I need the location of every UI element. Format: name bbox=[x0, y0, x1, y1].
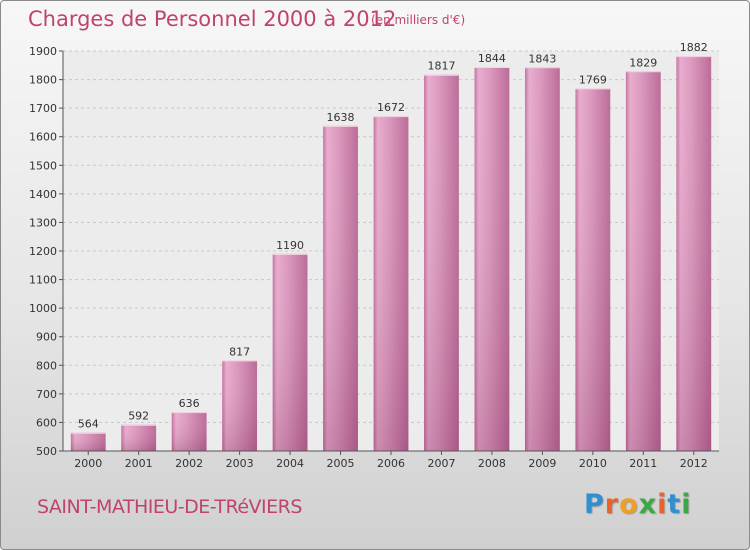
bar-shade bbox=[272, 253, 308, 451]
bar-value-label: 1190 bbox=[276, 239, 304, 252]
bar-value-label: 564 bbox=[78, 418, 99, 431]
logo-letter: P bbox=[584, 489, 605, 520]
x-tick-label: 2009 bbox=[528, 457, 556, 470]
bar-shade bbox=[575, 88, 611, 451]
y-tick-label: 900 bbox=[36, 331, 57, 344]
bar-shade bbox=[424, 74, 459, 451]
y-tick-label: 1900 bbox=[29, 45, 57, 58]
x-tick-label: 2004 bbox=[276, 457, 304, 470]
logo-letter: x bbox=[638, 489, 658, 520]
x-tick-label: 2000 bbox=[74, 457, 102, 470]
y-tick-label: 1600 bbox=[29, 131, 57, 144]
x-tick-label: 2007 bbox=[427, 457, 455, 470]
bar-shade bbox=[171, 412, 207, 451]
y-tick-label: 1400 bbox=[29, 188, 57, 201]
y-tick-label: 1500 bbox=[29, 159, 57, 172]
x-tick-label: 2008 bbox=[478, 457, 506, 470]
bar-value-label: 1672 bbox=[377, 101, 405, 114]
x-tick-label: 2002 bbox=[175, 457, 203, 470]
y-tick-label: 1800 bbox=[29, 74, 57, 87]
chart-subtitle: (en milliers d'€) bbox=[371, 13, 466, 27]
bar-value-label: 592 bbox=[128, 410, 149, 423]
x-tick-label: 2003 bbox=[226, 457, 254, 470]
bar-value-label: 636 bbox=[179, 397, 200, 410]
x-tick-label: 2001 bbox=[125, 457, 153, 470]
x-tick-label: 2011 bbox=[629, 457, 657, 470]
bar-shade bbox=[323, 125, 358, 451]
bar-shade bbox=[222, 360, 258, 451]
y-tick-label: 1000 bbox=[29, 302, 57, 315]
y-tick-label: 1300 bbox=[29, 216, 57, 229]
y-tick-label: 800 bbox=[36, 359, 57, 372]
bar-value-label: 1843 bbox=[528, 52, 556, 65]
x-tick-label: 2006 bbox=[377, 457, 405, 470]
logo-letter: o bbox=[619, 489, 639, 520]
proxiti-logo: Proxiti bbox=[584, 489, 692, 520]
y-tick-label: 700 bbox=[36, 388, 57, 401]
x-tick-label: 2012 bbox=[680, 457, 708, 470]
bar-shade bbox=[625, 71, 661, 452]
y-tick-label: 600 bbox=[36, 416, 57, 429]
logo-letter: i bbox=[681, 489, 692, 520]
bar-shade bbox=[676, 56, 712, 452]
bar-shade bbox=[474, 67, 510, 451]
y-tick-label: 1700 bbox=[29, 102, 57, 115]
bar-value-label: 1829 bbox=[629, 56, 657, 69]
logo-letter: i bbox=[657, 489, 668, 520]
bar-value-label: 1882 bbox=[680, 41, 708, 54]
x-tick-label: 2005 bbox=[327, 457, 355, 470]
bar-shade bbox=[121, 424, 157, 451]
x-tick-label: 2010 bbox=[579, 457, 607, 470]
logo-letter: t bbox=[667, 489, 682, 520]
bar-value-label: 1817 bbox=[427, 60, 455, 73]
bar-value-label: 1638 bbox=[327, 111, 355, 124]
bar-value-label: 817 bbox=[229, 345, 250, 358]
bar-value-label: 1769 bbox=[579, 73, 607, 86]
chart-title: Charges de Personnel 2000 à 2012 bbox=[28, 7, 397, 31]
y-tick-label: 1100 bbox=[29, 274, 57, 287]
commune-name: SAINT-MATHIEU-DE-TRéVIERS bbox=[37, 496, 302, 518]
bar-shade bbox=[524, 67, 560, 452]
bar-shade bbox=[373, 116, 409, 452]
bar-value-label: 1844 bbox=[478, 52, 506, 65]
bar-shade bbox=[70, 432, 106, 451]
logo-letter: r bbox=[604, 489, 620, 520]
y-tick-label: 1200 bbox=[29, 245, 57, 258]
y-tick-label: 500 bbox=[36, 445, 57, 458]
